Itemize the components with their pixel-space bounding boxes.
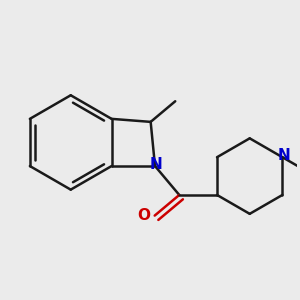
Text: N: N	[278, 148, 291, 163]
Text: N: N	[149, 157, 162, 172]
Text: O: O	[138, 208, 151, 223]
